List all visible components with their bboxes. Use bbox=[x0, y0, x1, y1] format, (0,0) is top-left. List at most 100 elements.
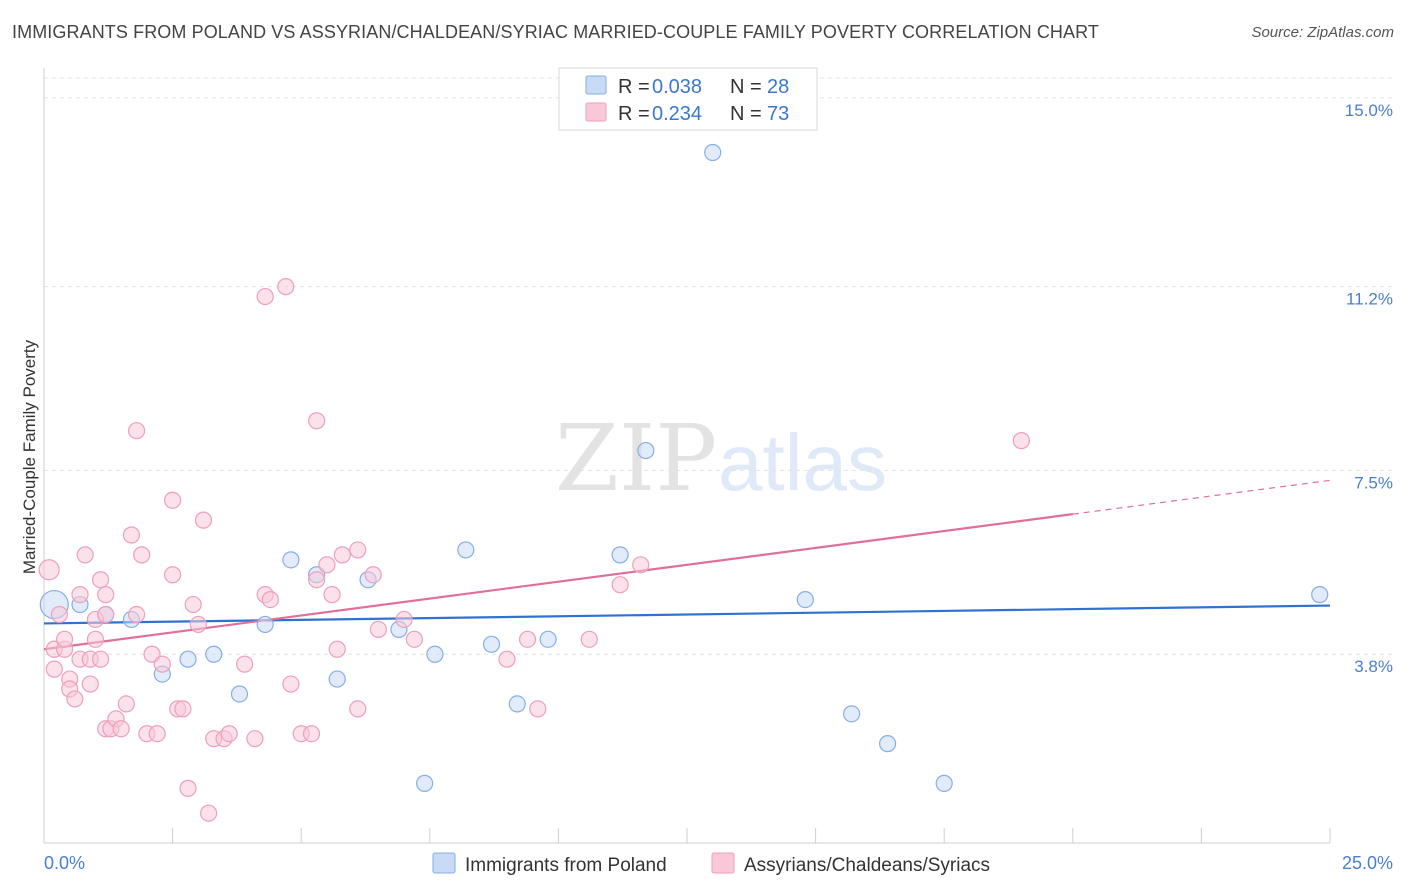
point-assyrian-33 bbox=[164, 491, 182, 509]
trendline-poland bbox=[43, 604, 1331, 625]
y-tick-label-0: 3.8% bbox=[1354, 657, 1393, 676]
point-assyrian-1 bbox=[50, 605, 69, 624]
point-poland-15 bbox=[416, 774, 434, 792]
point-assyrian-27 bbox=[127, 422, 146, 440]
point-assyrian-5 bbox=[55, 630, 74, 648]
point-poland-11 bbox=[328, 670, 346, 688]
point-assyrian-70 bbox=[611, 576, 629, 594]
legend-r-label-assyrian: R = bbox=[618, 103, 650, 125]
axes bbox=[43, 68, 1331, 844]
point-assyrian-56 bbox=[318, 556, 336, 574]
watermark: ZIP atlas bbox=[555, 405, 887, 512]
point-poland-17 bbox=[482, 635, 501, 653]
point-poland-27 bbox=[1311, 586, 1329, 604]
legend-n-value-poland: 28 bbox=[767, 76, 789, 98]
point-assyrian-34 bbox=[164, 566, 182, 584]
bottom-legend: Immigrants from Poland Assyrians/Chaldea… bbox=[432, 852, 990, 876]
point-assyrian-66 bbox=[498, 650, 516, 668]
y-tick-label-2: 11.2% bbox=[1346, 290, 1393, 309]
legend-swatch-poland bbox=[585, 75, 607, 95]
x-tick-labels: 0.0% 25.0% bbox=[44, 853, 1393, 873]
point-assyrian-28 bbox=[133, 546, 151, 564]
watermark-atlas: atlas bbox=[718, 418, 887, 507]
point-poland-22 bbox=[704, 143, 722, 162]
chart-title: IMMIGRANTS FROM POLAND VS ASSYRIAN/CHALD… bbox=[12, 22, 1100, 42]
point-poland-18 bbox=[508, 695, 526, 713]
point-assyrian-39 bbox=[189, 615, 207, 634]
point-assyrian-64 bbox=[395, 610, 413, 629]
point-poland-19 bbox=[539, 630, 557, 648]
point-assyrian-47 bbox=[256, 287, 274, 306]
point-assyrian-26 bbox=[127, 605, 146, 624]
point-assyrian-37 bbox=[179, 779, 197, 797]
point-assyrian-55 bbox=[308, 412, 326, 430]
point-assyrian-58 bbox=[328, 640, 346, 658]
legend: R = 0.038 N = 28 R = 0.234 N = 73 bbox=[558, 67, 818, 131]
grid bbox=[44, 77, 1395, 655]
point-assyrian-54 bbox=[308, 571, 326, 589]
point-assyrian-12 bbox=[81, 675, 99, 693]
x-tick-label-0: 0.0% bbox=[44, 853, 85, 873]
point-assyrian-63 bbox=[369, 620, 387, 638]
legend-n-label-assyrian: N = bbox=[730, 103, 762, 125]
point-poland-8 bbox=[256, 615, 274, 634]
point-assyrian-45 bbox=[236, 655, 254, 673]
point-poland-21 bbox=[637, 441, 655, 460]
legend-r-label-poland: R = bbox=[618, 76, 650, 98]
point-assyrian-60 bbox=[349, 700, 367, 718]
point-assyrian-36 bbox=[174, 700, 192, 718]
point-assyrian-32 bbox=[153, 655, 171, 673]
legend-n-label-poland: N = bbox=[730, 76, 762, 98]
bottom-legend-swatch-assyrian bbox=[711, 852, 735, 874]
point-poland-16 bbox=[457, 541, 475, 559]
point-assyrian-44 bbox=[220, 725, 238, 743]
data-points bbox=[38, 143, 1329, 822]
point-assyrian-46 bbox=[246, 730, 264, 748]
legend-r-value-poland: 0.038 bbox=[652, 76, 702, 98]
bottom-legend-swatch-poland bbox=[432, 852, 456, 874]
point-assyrian-72 bbox=[1012, 432, 1030, 450]
y-tick-label-3: 15.0% bbox=[1345, 101, 1393, 120]
y-axis-label: Married-Couple Family Poverty bbox=[20, 339, 39, 574]
point-assyrian-25 bbox=[122, 526, 141, 544]
watermark-zip: ZIP bbox=[555, 405, 717, 512]
trendline-assyrian-extension bbox=[1072, 479, 1331, 515]
point-assyrian-17 bbox=[91, 571, 110, 589]
point-assyrian-3 bbox=[45, 660, 63, 678]
legend-n-value-assyrian: 73 bbox=[767, 103, 789, 125]
point-assyrian-59 bbox=[333, 546, 351, 564]
point-poland-5 bbox=[179, 650, 197, 668]
point-assyrian-11 bbox=[76, 546, 94, 564]
point-poland-20 bbox=[611, 546, 629, 564]
point-assyrian-18 bbox=[97, 605, 115, 624]
point-assyrian-14 bbox=[86, 630, 105, 648]
y-tick-label-1: 7.5% bbox=[1354, 473, 1393, 492]
point-poland-9 bbox=[282, 551, 300, 569]
point-assyrian-41 bbox=[200, 804, 218, 822]
point-assyrian-71 bbox=[632, 556, 650, 574]
point-assyrian-51 bbox=[282, 675, 300, 693]
point-assyrian-30 bbox=[143, 645, 161, 663]
chart-source: Source: ZipAtlas.com bbox=[1251, 24, 1394, 41]
point-assyrian-8 bbox=[66, 690, 84, 708]
point-poland-23 bbox=[796, 590, 814, 609]
bottom-legend-label-assyrian: Assyrians/Chaldeans/Syriacs bbox=[744, 855, 990, 876]
point-assyrian-40 bbox=[194, 511, 213, 529]
trendline-assyrian bbox=[43, 513, 1073, 651]
point-poland-14 bbox=[426, 645, 444, 663]
y-tick-labels: 3.8% 7.5% 11.2% 15.0% bbox=[1345, 101, 1393, 676]
point-assyrian-68 bbox=[529, 700, 547, 718]
point-poland-26 bbox=[935, 774, 953, 792]
point-poland-6 bbox=[205, 645, 223, 663]
x-tick-label-1: 25.0% bbox=[1342, 853, 1393, 873]
point-assyrian-67 bbox=[518, 630, 537, 648]
point-assyrian-0 bbox=[38, 559, 60, 581]
point-poland-7 bbox=[230, 685, 249, 703]
bottom-legend-label-poland: Immigrants from Poland bbox=[465, 855, 667, 876]
legend-swatch-assyrian bbox=[585, 102, 607, 122]
point-assyrian-38 bbox=[184, 595, 202, 614]
point-poland-24 bbox=[843, 705, 861, 723]
point-assyrian-69 bbox=[580, 630, 598, 648]
point-assyrian-50 bbox=[277, 278, 295, 296]
